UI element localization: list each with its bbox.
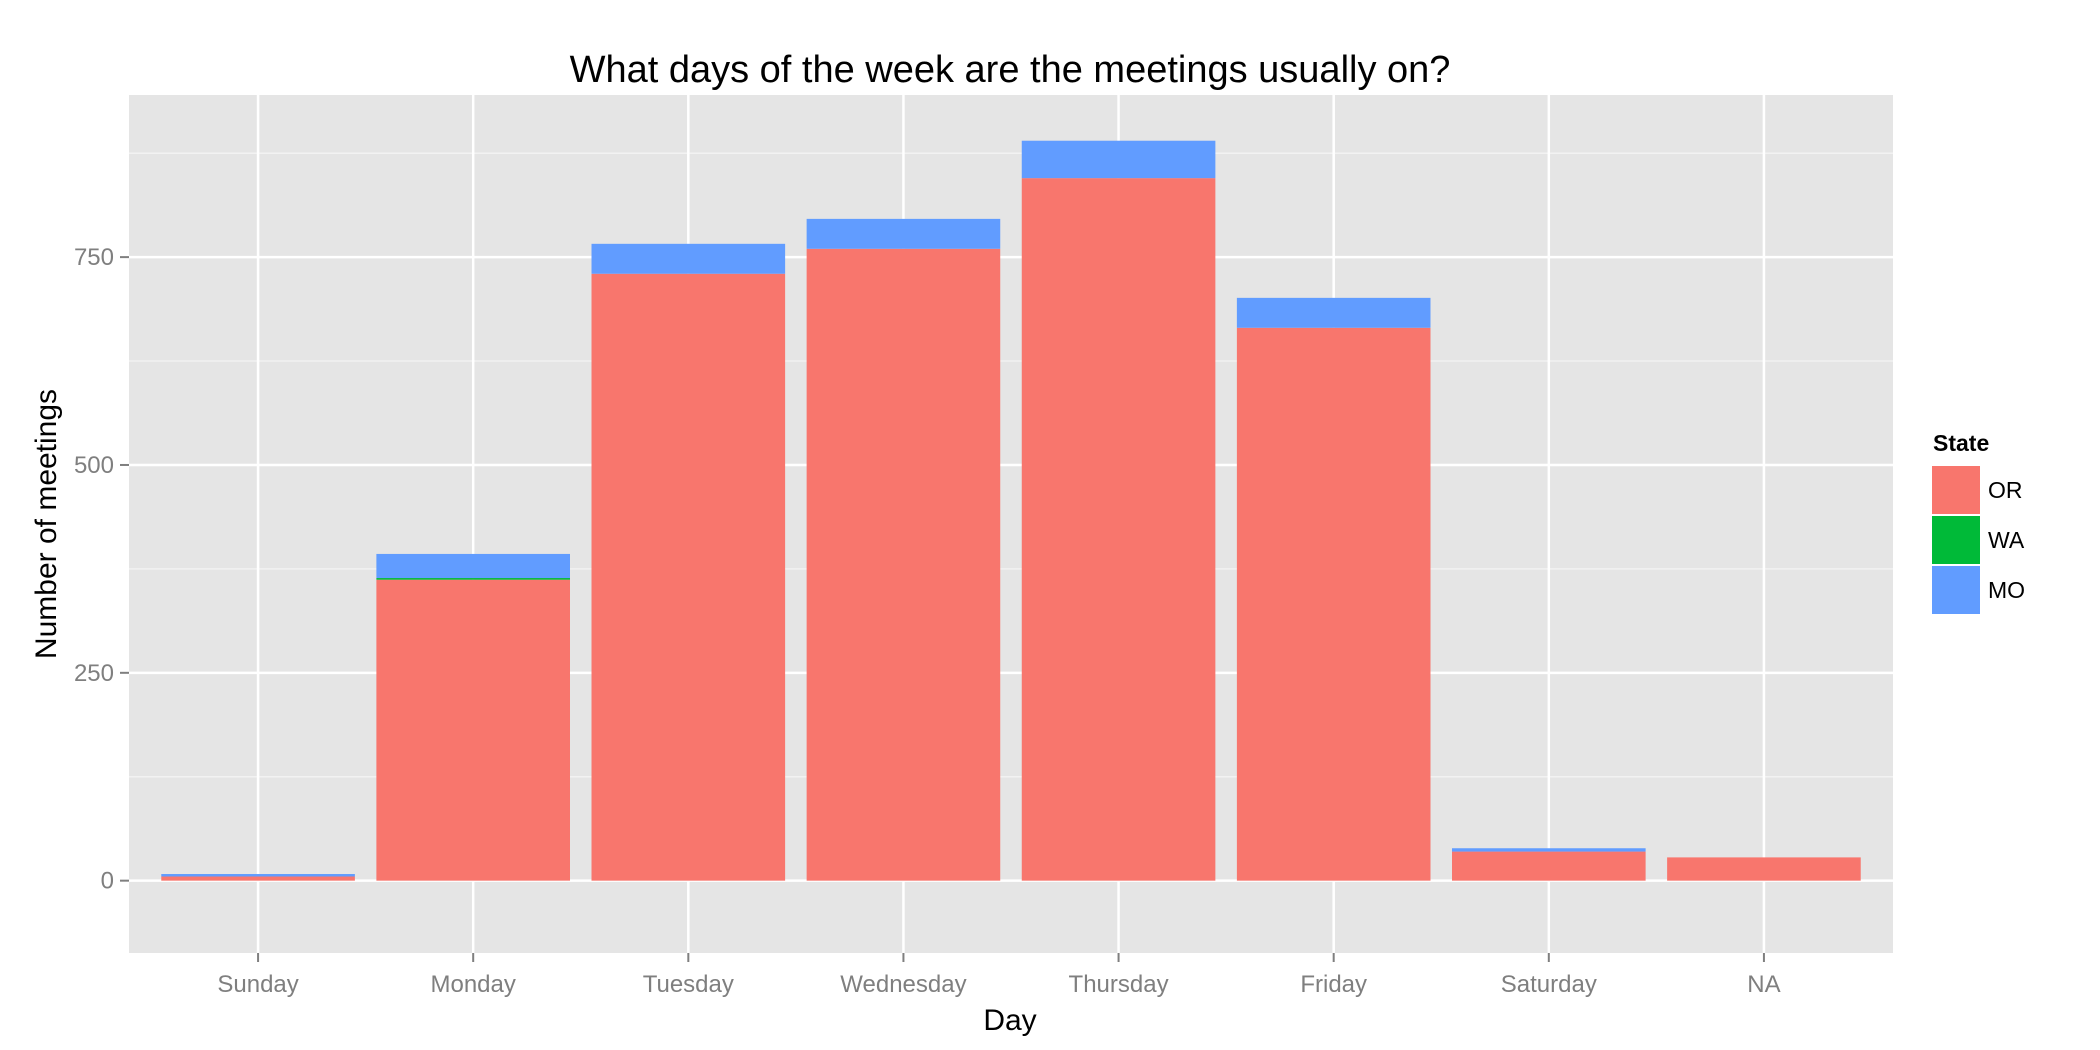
bar-friday-or — [1236, 327, 1431, 881]
x-tick-label: NA — [1747, 971, 1780, 998]
legend-label-wa: WA — [1988, 527, 2025, 553]
x-axis-title: Day — [983, 1004, 1036, 1037]
legend-swatch-wa — [1932, 516, 1980, 564]
legend-swatch-or — [1932, 466, 1980, 514]
x-tick-label: Wednesday — [840, 971, 966, 998]
x-tick-label: Monday — [430, 971, 515, 998]
bar-tuesday-or — [591, 273, 786, 881]
bar-monday-wa — [376, 578, 570, 580]
bar-monday-mo — [376, 553, 570, 579]
bars — [161, 140, 1861, 881]
x-tick-label: Thursday — [1069, 971, 1169, 998]
y-axis-title: Number of meetings — [30, 389, 63, 659]
bar-monday-or — [376, 579, 570, 881]
x-axis: Sunday Monday Tuesday Wednesday Thursday Frid… — [217, 953, 1781, 998]
x-tick-label: Saturday — [1501, 971, 1597, 998]
bar-na-or — [1667, 857, 1861, 881]
y-axis: 0 250 500 750 — [74, 244, 129, 895]
x-tick-label: Friday — [1300, 971, 1367, 998]
bar-thursday-or — [1021, 178, 1216, 881]
bar-sunday-or — [161, 876, 355, 881]
legend-swatch-mo — [1932, 566, 1980, 614]
x-tick-label: Tuesday — [643, 971, 734, 998]
y-tick-label: 750 — [74, 244, 114, 271]
bar-wednesday-or — [806, 248, 1001, 881]
legend-title: State — [1933, 430, 1989, 456]
legend-label-mo: MO — [1988, 577, 2025, 603]
bar-saturday-mo — [1452, 848, 1646, 852]
bar-thursday-mo — [1021, 140, 1216, 179]
bar-friday-mo — [1236, 297, 1431, 328]
x-tick-label: Sunday — [217, 971, 298, 998]
legend: State OR WA MO — [1930, 430, 2025, 616]
chart-title: What days of the week are the meetings u… — [570, 49, 1451, 91]
y-tick-label: 250 — [74, 660, 114, 687]
bar-sunday-mo — [161, 874, 355, 877]
y-tick-label: 500 — [74, 452, 114, 479]
legend-label-or: OR — [1988, 477, 2023, 503]
bar-saturday-or — [1452, 851, 1646, 881]
bar-tuesday-mo — [591, 243, 786, 274]
bar-wednesday-mo — [806, 218, 1001, 249]
y-tick-label: 0 — [101, 868, 114, 895]
